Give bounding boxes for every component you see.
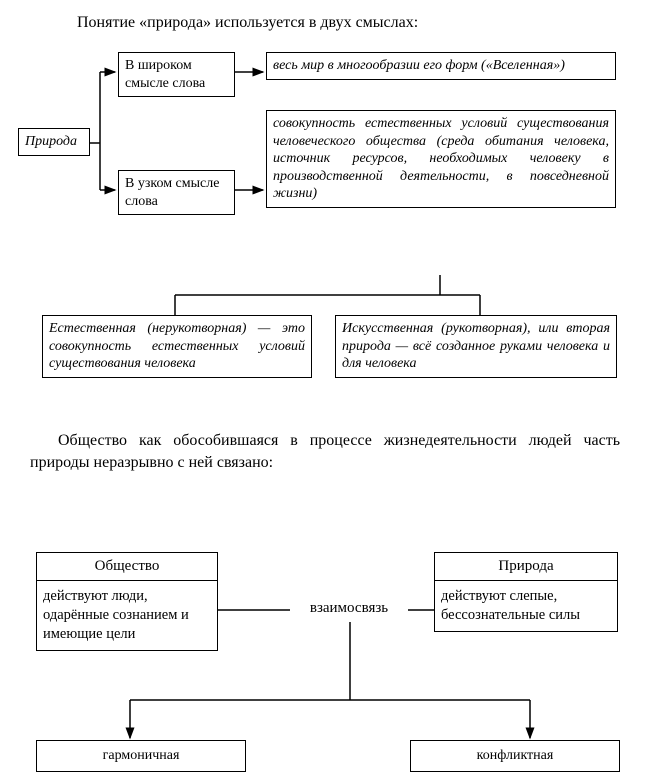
society-header: Общество [37, 553, 217, 581]
diagram-page: Понятие «природа» используется в двух см… [0, 0, 652, 784]
conflict-box: конфликтная [410, 740, 620, 772]
nature-body: действуют слепые, бессознательные силы [435, 581, 617, 631]
broad-def-box: весь мир в многообразии его форм («Вселе… [266, 52, 616, 80]
broad-label-box: В широком смысле слова [118, 52, 235, 97]
society-table: Общество действуют люди, одарённые созна… [36, 552, 218, 651]
title-2: Общество как обособившаяся в процессе жи… [30, 430, 620, 473]
nature-header: Природа [435, 553, 617, 581]
title-1: Понятие «природа» используется в двух см… [55, 12, 615, 34]
narrow-label-box: В узком смысле слова [118, 170, 235, 215]
root-box: Природа [18, 128, 90, 156]
relation-label: взаимосвязь [290, 600, 408, 617]
nature-table: Природа действуют слепые, бессознательны… [434, 552, 618, 632]
natural-box: Естественная (нерукотворная) — это совок… [42, 315, 312, 378]
harmonic-box: гармоничная [36, 740, 246, 772]
artificial-box: Искусственная (рукотворная), или вторая … [335, 315, 617, 378]
narrow-def-box: совокупность естественных условий сущест… [266, 110, 616, 208]
society-body: действуют люди, одарённые сознанием и им… [37, 581, 217, 650]
